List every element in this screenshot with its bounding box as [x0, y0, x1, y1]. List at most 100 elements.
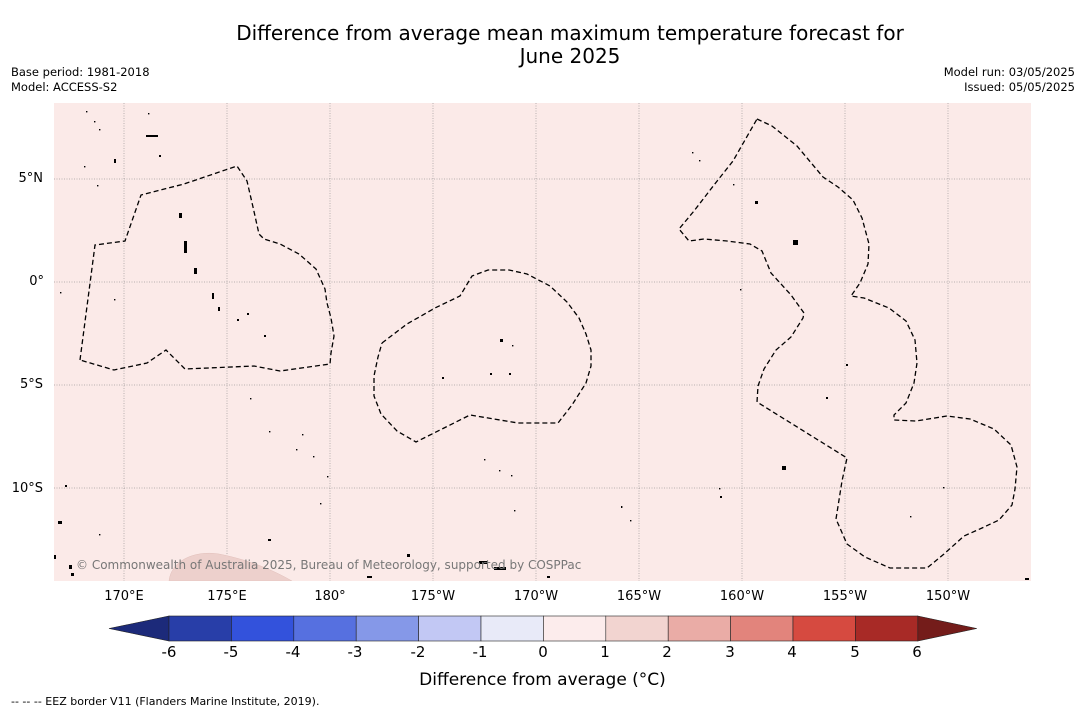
lon-label-165w: 165°W — [616, 589, 662, 604]
colorbar-tick: 2 — [662, 643, 672, 661]
island — [184, 241, 187, 253]
meta-right: Model run: 03/05/2025 Issued: 05/05/2025 — [944, 65, 1075, 95]
title-line-1: Difference from average mean maximum tem… — [236, 21, 904, 45]
issued-date: Issued: 05/05/2025 — [964, 80, 1075, 94]
lon-label-175e: 175°E — [207, 589, 247, 604]
island — [268, 539, 271, 541]
island — [692, 152, 694, 154]
lon-label-160w: 160°W — [719, 589, 765, 604]
island — [313, 456, 315, 458]
island — [159, 155, 161, 157]
eez-borders — [79, 118, 1018, 569]
eez-legend-note: -- -- -- EEZ border V11 (Flanders Marine… — [11, 695, 320, 708]
island — [179, 213, 182, 218]
island — [99, 129, 101, 131]
island — [442, 377, 444, 379]
colorbar-tick: -1 — [472, 643, 488, 661]
colorbar-segment — [293, 615, 357, 642]
lon-label-175w: 175°W — [410, 589, 456, 604]
lat-label-10s: 10°S — [11, 481, 43, 496]
island — [621, 506, 623, 508]
colorbar-segment — [355, 615, 419, 642]
eez-tokelau — [373, 269, 592, 443]
colorbar-tick: 3 — [725, 643, 735, 661]
island — [114, 159, 116, 163]
land-fiji — [168, 552, 293, 581]
island — [500, 339, 503, 342]
map-title: Difference from average mean maximum tem… — [0, 22, 1085, 68]
island — [1025, 578, 1029, 580]
eez-phoenix-line-islands — [678, 118, 1018, 569]
island — [511, 475, 513, 477]
island — [719, 488, 721, 490]
island — [148, 113, 150, 115]
island — [250, 398, 252, 400]
island — [86, 111, 88, 113]
colorbar-tick: -5 — [223, 643, 239, 661]
island — [720, 496, 722, 498]
island — [69, 565, 72, 569]
island — [499, 470, 501, 472]
model-run: Model run: 03/05/2025 — [943, 65, 1075, 79]
colorbar — [108, 615, 977, 642]
island — [910, 516, 912, 518]
lon-label-170w: 170°W — [513, 589, 559, 604]
colorbar-tick: 0 — [538, 643, 548, 661]
island — [733, 184, 735, 186]
island — [99, 534, 101, 536]
colorbar-tick: -2 — [410, 643, 426, 661]
island — [54, 555, 56, 559]
island — [755, 201, 758, 204]
island — [320, 503, 322, 505]
island — [327, 476, 329, 478]
colorbar-segment — [667, 615, 731, 642]
colorbar-over-extension — [917, 615, 977, 642]
island — [484, 459, 486, 461]
lat-label-5n: 5°N — [18, 171, 44, 186]
colorbar-segments — [108, 615, 977, 642]
island — [212, 293, 214, 299]
island — [509, 373, 511, 375]
island — [943, 487, 945, 489]
island — [793, 240, 798, 245]
colorbar-segment — [792, 615, 856, 642]
title-line-2: June 2025 — [519, 44, 621, 68]
map-panel — [54, 103, 1031, 581]
colorbar-segment — [418, 615, 482, 642]
island — [547, 576, 550, 578]
island — [97, 185, 99, 187]
lat-label-0: 0° — [29, 274, 44, 289]
base-period: Base period: 1981-2018 — [11, 65, 150, 79]
island — [58, 521, 62, 524]
island — [512, 345, 514, 347]
island — [407, 554, 410, 557]
island — [94, 121, 96, 123]
island — [65, 485, 67, 487]
eez-tuvalu — [79, 165, 335, 372]
island — [146, 135, 158, 137]
lon-label-155w: 155°W — [822, 589, 868, 604]
colorbar-tick: -6 — [161, 643, 177, 661]
colorbar-segment — [543, 615, 607, 642]
colorbar-tick: 6 — [912, 643, 922, 661]
island — [247, 313, 249, 315]
colorbar-under-extension — [108, 615, 170, 642]
map-background — [54, 103, 1031, 581]
island — [699, 160, 701, 162]
island — [114, 299, 116, 301]
island — [630, 520, 632, 522]
island — [826, 397, 828, 399]
colorbar-segment — [231, 615, 295, 642]
colorbar-segment — [855, 615, 919, 642]
map-canvas — [54, 103, 1031, 581]
meta-left: Base period: 1981-2018 Model: ACCESS-S2 — [11, 65, 150, 95]
island — [782, 466, 786, 470]
island — [194, 268, 197, 274]
island — [71, 573, 74, 576]
colorbar-label: Difference from average (°C) — [419, 670, 666, 690]
island — [490, 373, 492, 375]
colorbar-tick: -4 — [285, 643, 301, 661]
island — [479, 561, 487, 564]
islands — [54, 111, 1029, 580]
island — [514, 510, 516, 512]
